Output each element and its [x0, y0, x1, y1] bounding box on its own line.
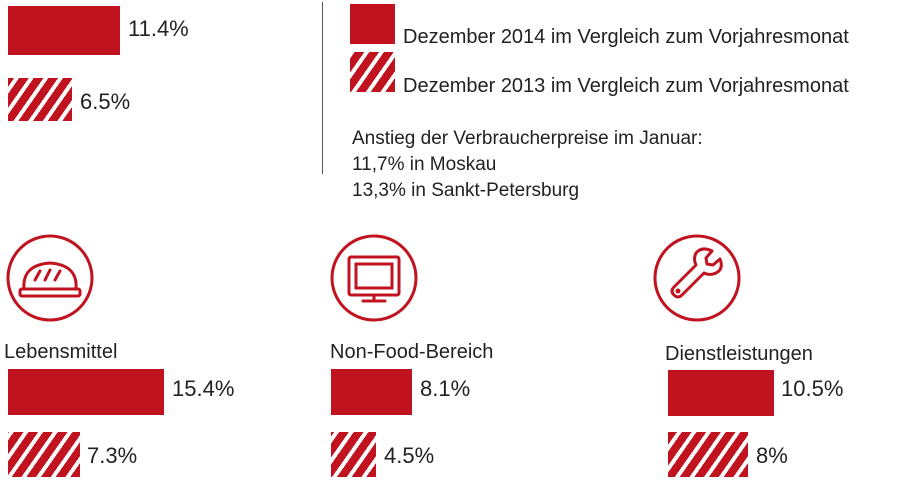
bread-icon [6, 234, 94, 322]
value-services-2014: 10.5% [781, 376, 844, 401]
value-food-2014: 15.4% [172, 376, 235, 401]
bar-nonfood-2014 [331, 369, 412, 415]
value-total-2014: 11.4% [128, 16, 189, 41]
legend-swatch-2014 [350, 4, 395, 44]
legend-label-2013: Dezember 2013 im Vergleich zum Vorjahres… [403, 75, 849, 97]
category-label-nonfood: Non-Food-Bereich [330, 341, 494, 363]
note-moscow: 11,7% in Moskau [352, 154, 497, 175]
value-services-2013: 8% [756, 443, 788, 468]
value-total-2013: 6.5% [80, 89, 131, 114]
value-food-2013: 7.3% [87, 443, 138, 468]
value-nonfood-2014: 8.1% [420, 376, 471, 401]
divider-line [322, 2, 323, 174]
bar-food-2013 [8, 432, 80, 477]
legend-label-2014: Dezember 2014 im Vergleich zum Vorjahres… [403, 26, 849, 48]
note-spb: 13,3% in Sankt-Petersburg [352, 180, 580, 201]
legend-swatch-2013 [350, 52, 395, 92]
category-label-food: Lebensmittel [4, 341, 118, 363]
value-nonfood-2013: 4.5% [384, 443, 435, 468]
category-label-services: Dienstleistungen [665, 343, 813, 365]
wrench-icon [653, 234, 741, 322]
tv-icon [330, 234, 418, 322]
bar-services-2013 [668, 432, 748, 477]
bar-nonfood-2013 [331, 432, 376, 477]
bar-total-2014 [8, 6, 120, 55]
note-heading: Anstieg der Verbraucherpreise im Januar: [352, 128, 703, 149]
bar-total-2013 [8, 78, 72, 121]
bar-food-2014 [8, 369, 164, 415]
bar-services-2014 [668, 370, 774, 416]
